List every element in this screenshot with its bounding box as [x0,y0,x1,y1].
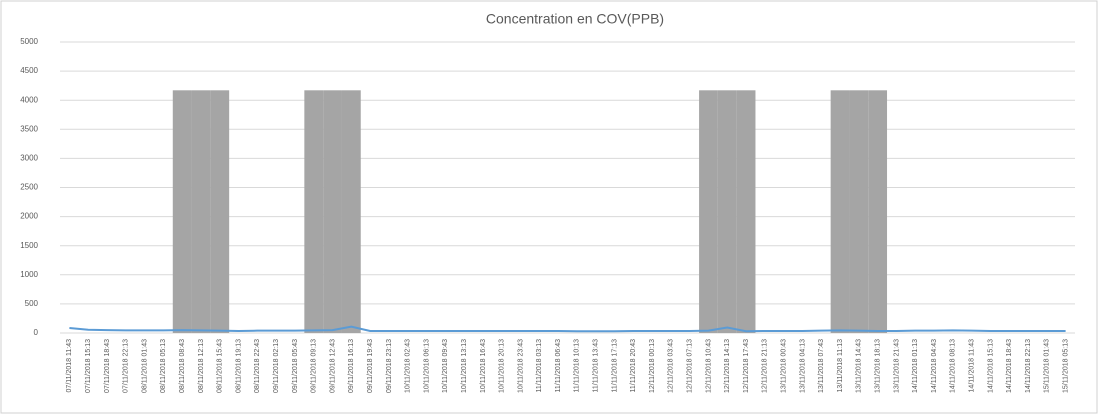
x-tick-label: 12/11/2018 00:13 [649,339,656,393]
x-tick-label: 07/11/2018 18:43 [104,339,111,393]
y-tick-label: 3500 [20,124,38,133]
bar [830,90,850,333]
x-tick-label: 13/11/2018 07:43 [818,339,825,393]
x-tick-label: 13/11/2018 00:43 [781,339,788,393]
x-tick-label: 12/11/2018 07:13 [687,339,694,393]
x-tick-label: 08/11/2018 22:43 [254,339,261,393]
x-tick-label: 08/11/2018 12:13 [198,339,205,393]
x-tick-label: 10/11/2018 23:43 [517,339,524,393]
x-tick-label: 09/11/2018 23:13 [386,339,393,393]
bar [172,90,192,333]
y-tick-label: 0 [34,328,39,337]
x-tick-label: 14/11/2018 15:13 [987,339,994,393]
x-tick-label: 13/11/2018 21:43 [893,339,900,393]
x-tick-label: 08/11/2018 15:43 [217,339,224,393]
x-tick-label: 14/11/2018 18:43 [1006,339,1013,393]
x-tick-label: 09/11/2018 05:43 [292,339,299,393]
y-tick-label: 5000 [20,37,38,46]
x-tick-label: 10/11/2018 09:43 [442,339,449,393]
x-tick-label: 15/11/2018 01:43 [1044,339,1051,393]
x-tick-label: 11/11/2018 03:13 [536,339,543,393]
x-tick-label: 07/11/2018 11:43 [66,339,73,393]
y-tick-label: 2000 [20,212,38,221]
bar [736,90,756,333]
y-tick-label: 4500 [20,66,38,75]
x-tick-label: 11/11/2018 06:43 [555,339,562,393]
x-tick-label: 10/11/2018 13:13 [461,339,468,393]
x-tick-label: 08/11/2018 19:13 [235,339,242,393]
x-tick-label: 09/11/2018 09:13 [311,339,318,393]
x-tick-label: 11/11/2018 17:13 [611,339,618,393]
y-tick-label: 4000 [20,95,38,104]
bar [341,90,361,333]
x-tick-label: 10/11/2018 02:43 [405,339,412,393]
x-tick-label: 09/11/2018 16:13 [348,339,355,393]
x-tick-label: 12/11/2018 10:43 [705,339,712,393]
bar [191,90,211,333]
x-tick-label: 13/11/2018 18:13 [874,339,881,393]
bar [849,90,869,333]
bar [304,90,324,333]
x-tick-label: 11/11/2018 10:13 [574,339,581,393]
x-tick-label: 12/11/2018 21:13 [762,339,769,393]
x-tick-label: 08/11/2018 05:13 [160,339,167,393]
y-tick-label: 500 [25,299,39,308]
x-tick-label: 11/11/2018 20:43 [630,339,637,393]
x-tick-label: 12/11/2018 03:43 [668,339,675,393]
x-tick-label: 09/11/2018 02:13 [273,339,280,393]
x-tick-label: 15/11/2018 05:13 [1062,339,1069,393]
x-tick-label: 13/11/2018 11:13 [837,339,844,393]
bar [699,90,718,333]
bar [323,90,342,333]
x-tick-label: 08/11/2018 08:43 [179,339,186,393]
x-tick-label: 10/11/2018 20:13 [499,339,506,393]
y-tick-label: 3000 [20,154,38,163]
bar [717,90,737,333]
y-tick-label: 2500 [20,183,38,192]
x-tick-label: 14/11/2018 08:13 [950,339,957,393]
x-tick-label: 14/11/2018 11:43 [968,339,975,393]
line [69,325,1066,333]
x-tick-label: 14/11/2018 04:43 [931,339,938,393]
bar [210,90,230,333]
x-tick-label: 11/11/2018 13:43 [593,339,600,393]
x-tick-label: 12/11/2018 14:13 [724,339,731,393]
x-tick-label: 10/11/2018 16:43 [480,339,487,393]
x-tick-label: 13/11/2018 14:43 [856,339,863,393]
bar [868,90,888,333]
x-tick-label: 13/11/2018 04:13 [799,339,806,393]
y-tick-label: 1000 [20,270,38,279]
x-tick-label: 09/11/2018 19:43 [367,339,374,393]
x-tick-label: 14/11/2018 01:13 [912,339,919,393]
x-tick-label: 14/11/2018 22:13 [1025,339,1032,393]
x-tick-label: 12/11/2018 17:43 [743,339,750,393]
x-tick-label: 10/11/2018 06:13 [423,339,430,393]
x-tick-label: 07/11/2018 22:13 [123,339,130,393]
y-tick-label: 1500 [20,241,38,250]
x-tick-label: 07/11/2018 15:13 [85,339,92,393]
x-tick-label: 09/11/2018 12:43 [329,339,336,393]
x-tick-label: 08/11/2018 01:43 [141,339,148,393]
chart-title: Concentration en COV(PPB) [486,11,664,27]
